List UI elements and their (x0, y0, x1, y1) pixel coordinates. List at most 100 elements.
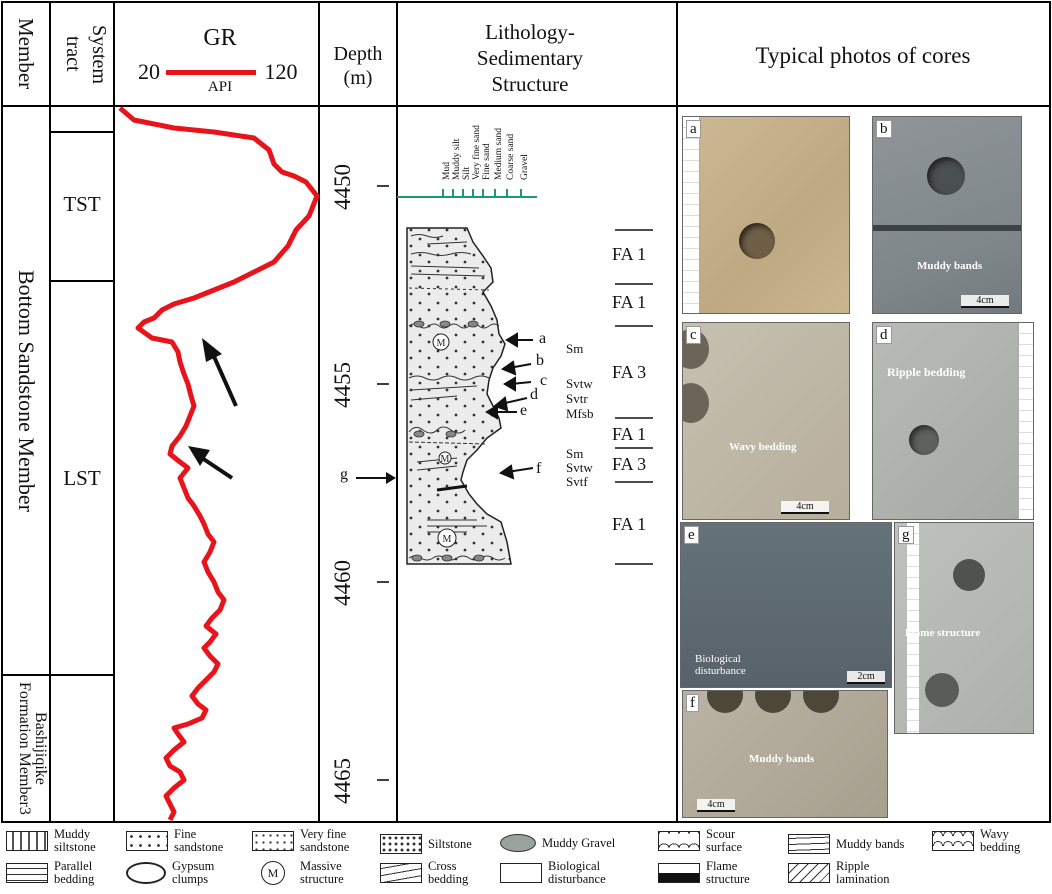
depth-header: Depth (333, 43, 383, 65)
core-photo-d: Ripple bedding d (872, 322, 1034, 520)
legend-very-fine-sandstone-swatch (252, 831, 294, 851)
core-hole-b (927, 157, 965, 195)
legend-ripple-lamination-text: Ripple lamination (836, 859, 890, 886)
member-bottom-sandstone: Bottom Sandstone Member (14, 269, 39, 512)
facies-6: FA 1 (612, 514, 647, 534)
trend-arrow-2-head (188, 446, 210, 466)
photo-e-text: Biological disturbance (695, 653, 746, 677)
ruler-a (683, 117, 700, 313)
legend-siltstone-text: Siltstone (428, 836, 472, 851)
legend-flame-structure: Flame structure (658, 860, 764, 886)
legend-muddy-siltstone-text: Muddy siltstone (54, 827, 96, 854)
legend-fine-sandstone: Fine sandstone (126, 828, 238, 854)
legend-scour-surface-swatch (658, 831, 700, 851)
photo-d-text: Ripple bedding (887, 365, 966, 379)
core-hole-a (739, 223, 775, 259)
core-hole-f1 (707, 691, 743, 713)
pointer-f: f (536, 460, 542, 477)
lithology-header: Lithology- (485, 20, 575, 44)
legend-siltstone: Siltstone (380, 834, 472, 854)
trend-arrow-1 (210, 351, 238, 407)
legend-muddy-gravel-swatch (500, 834, 536, 852)
photo-e-label: e (684, 526, 699, 544)
legend-cross-bedding-swatch (380, 863, 422, 883)
code-svtw-2: Svtw (566, 460, 593, 475)
photos-header: Typical photos of cores (755, 43, 971, 68)
lithology-body (406, 227, 512, 565)
photo-f-text: Muddy bands (749, 753, 815, 765)
core-photo-c: Wavy bedding 4cm c (682, 322, 850, 520)
grain-size-scale (397, 189, 537, 198)
legend-biological-disturbance: Biological disturbance (500, 860, 642, 886)
photo-b-text: Muddy bands (917, 260, 983, 272)
pointer-a: a (539, 330, 547, 347)
legend-parallel-bedding: Parallel bedding (6, 860, 112, 886)
legend-wavy-bedding-swatch (932, 831, 974, 851)
core-photo-g: Flame structure g (894, 522, 1034, 734)
legend-very-fine-sandstone: Very fine sandstone (252, 828, 366, 854)
facies-3: FA 3 (612, 362, 647, 382)
core-hole-f2 (755, 691, 791, 713)
legend-fine-sandstone-text: Fine sandstone (174, 827, 224, 854)
legend-muddy-siltstone: Muddy siltstone (6, 828, 112, 854)
legend-ripple-lamination: Ripple lamination (788, 860, 908, 886)
facies-5: FA 3 (612, 454, 647, 474)
code-svtw-1: Svtw (566, 376, 593, 391)
photo-b-label: b (876, 120, 892, 138)
lithology-log: M M M (406, 227, 653, 565)
depth-tick-4450: 4450 (330, 164, 355, 210)
legend-fine-sandstone-swatch (126, 831, 168, 851)
code-sm-2: Sm (566, 446, 584, 461)
gr-scale-bar (166, 70, 256, 75)
structure-header: Structure (491, 72, 569, 96)
depth-ticks-svg (377, 185, 389, 781)
pointer-d: d (530, 386, 538, 403)
legend-cross-bedding: Cross bedding (380, 860, 484, 886)
legend-wavy-bedding: Wavy bedding (932, 828, 1036, 854)
gr-max-label: 120 (264, 59, 298, 84)
legend-muddy-bands-text: Muddy bands (836, 836, 905, 851)
member-header: Member (14, 18, 38, 90)
core-photo-b: Muddy bands 4cm b (872, 116, 1022, 314)
core-photo-f: Muddy bands 4cm f (682, 690, 888, 818)
pointer-e: e (520, 402, 528, 419)
facies-4: FA 1 (612, 424, 647, 444)
legend-scour-surface: Scour surface (658, 828, 758, 854)
legend-very-fine-sandstone-text: Very fine sandstone (300, 827, 350, 854)
legend-siltstone-swatch (380, 834, 422, 854)
photo-g-text: Flame structure (905, 627, 981, 639)
photo-e-scale: 2cm (847, 671, 885, 684)
code-svtf: Svtf (566, 474, 588, 489)
core-hole-d (909, 425, 939, 455)
legend-muddy-siltstone-swatch (6, 831, 48, 851)
legend-ripple-lamination-swatch (788, 863, 830, 883)
legend-massive-structure-text: Massive structure (300, 859, 344, 886)
core-hole-g2 (925, 673, 959, 707)
legend-biological-disturbance-text: Biological disturbance (548, 859, 606, 886)
pointer-g-arrow (356, 472, 396, 484)
legend-gypsum-clumps: Gypsum clumps (126, 860, 236, 886)
legend-cross-bedding-text: Cross bedding (428, 859, 469, 886)
code-sm-1: Sm (566, 341, 584, 356)
legend-muddy-bands: Muddy bands (788, 834, 904, 854)
pointer-g-label: g (340, 466, 348, 483)
ruler-d (1018, 323, 1033, 519)
legend-parallel-bedding-swatch (6, 863, 48, 883)
depth-tick-4460: 4460 (330, 560, 355, 606)
facies-2: FA 1 (612, 292, 647, 312)
pointer-c: c (540, 372, 548, 389)
core-hole-f3 (803, 691, 839, 713)
code-svtr: Svtr (566, 391, 588, 406)
photo-c-scale: 4cm (781, 501, 829, 514)
gr-curve (118, 106, 319, 822)
legend-muddy-gravel-text: Muddy Gravel (542, 835, 616, 850)
code-mfsb: Mfsb (566, 406, 594, 421)
depth-tick-4465: 4465 (330, 758, 355, 804)
photo-c-label: c (686, 326, 701, 344)
core-hole-c2 (683, 383, 709, 423)
muddy-band-b (873, 225, 1021, 231)
gr-title: GR (203, 25, 237, 51)
legend-gypsum-clumps-text: Gypsum clumps (172, 859, 215, 886)
depth-unit: (m) (343, 67, 373, 89)
